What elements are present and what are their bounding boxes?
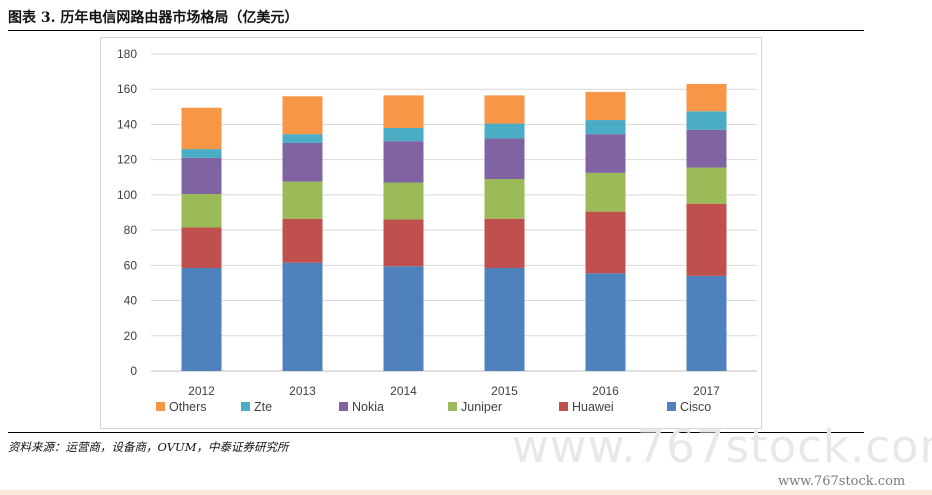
bar-segment-juniper-2014	[383, 182, 424, 220]
bar-segment-zte-2014	[383, 127, 424, 142]
stacked-bar-chart: 0 20 40 60 80 100 120 140 160 180 2012 2013 2014 2015…	[117, 47, 757, 414]
bar-segment-nokia-2012	[181, 157, 222, 195]
bar-segment-juniper-2016	[585, 172, 626, 212]
bar-segment-huawei-2014	[383, 219, 424, 267]
y-tick-label: 180	[117, 47, 137, 61]
y-tick-label: 40	[124, 294, 138, 308]
bar-segment-nokia-2013	[282, 142, 323, 182]
bar-segment-cisco-2013	[282, 262, 323, 371]
chart-frame: 0 20 40 60 80 100 120 140 160 180 2012 2013 2014 2015…	[100, 37, 762, 429]
x-tick-label: 2014	[390, 384, 417, 398]
legend-label-zte: Zte	[254, 400, 272, 414]
top-rule	[8, 30, 864, 31]
legend-label-huawei: Huawei	[572, 400, 614, 414]
legend-swatch-nokia	[339, 402, 348, 411]
x-tick-label: 2015	[491, 384, 518, 398]
watermark-small: www.767stock.com	[778, 474, 906, 489]
y-tick-label: 0	[130, 364, 137, 378]
bar-segment-zte-2017	[686, 111, 727, 130]
y-tick-label: 100	[117, 188, 137, 202]
y-tick-label: 120	[117, 153, 137, 167]
y-tick-label: 20	[124, 329, 138, 343]
watermark-large: www.767stock.com	[512, 420, 932, 473]
y-tick-label: 140	[117, 117, 137, 131]
legend-label-juniper: Juniper	[461, 400, 502, 414]
x-tick-label: 2017	[693, 384, 720, 398]
bottom-band	[0, 490, 932, 495]
bar-segment-huawei-2017	[686, 203, 727, 276]
bar-segment-huawei-2015	[484, 218, 525, 268]
bar-segment-zte-2016	[585, 120, 626, 135]
bar-segment-huawei-2016	[585, 211, 626, 274]
bar-segment-others-2014	[383, 95, 424, 128]
bar-segment-juniper-2017	[686, 167, 727, 204]
bar-segment-juniper-2013	[282, 181, 323, 219]
legend-swatch-others	[156, 402, 165, 411]
bottom-rule	[8, 432, 864, 433]
legend-swatch-huawei	[559, 402, 568, 411]
source-note: 资料来源：运营商，设备商，OVUM，中泰证券研究所	[8, 440, 289, 454]
bar-segment-cisco-2012	[181, 267, 222, 371]
bar-segment-cisco-2017	[686, 275, 727, 371]
bar-segment-others-2016	[585, 91, 626, 121]
bar-segment-others-2015	[484, 95, 525, 124]
bar-segment-cisco-2014	[383, 266, 424, 371]
bar-segment-juniper-2012	[181, 194, 222, 228]
bar-segment-zte-2013	[282, 134, 323, 143]
bar-segment-huawei-2013	[282, 218, 323, 263]
legend-label-nokia: Nokia	[352, 400, 384, 414]
legend-swatch-cisco	[667, 402, 676, 411]
bar-segment-cisco-2015	[484, 267, 525, 371]
x-tick-label: 2016	[592, 384, 619, 398]
bar-segment-huawei-2012	[181, 227, 222, 268]
y-tick-label: 160	[117, 82, 137, 96]
bar-segment-others-2013	[282, 96, 323, 135]
legend-swatch-zte	[241, 402, 250, 411]
bar-segment-cisco-2016	[585, 273, 626, 371]
bar-segment-others-2012	[181, 107, 222, 150]
legend-label-others: Others	[169, 400, 207, 414]
bar-segment-zte-2015	[484, 123, 525, 139]
bar-segment-nokia-2017	[686, 129, 727, 168]
figure-title: 图表 3. 历年电信网路由器市场格局（亿美元）	[8, 10, 299, 26]
y-tick-label: 80	[124, 223, 138, 237]
bar-segment-zte-2012	[181, 149, 222, 158]
bar-segment-nokia-2015	[484, 138, 525, 180]
x-tick-label: 2013	[289, 384, 316, 398]
x-tick-label: 2012	[188, 384, 215, 398]
bar-segment-juniper-2015	[484, 179, 525, 219]
legend-label-cisco: Cisco	[680, 400, 711, 414]
bar-segment-nokia-2014	[383, 141, 424, 183]
bar-segment-others-2017	[686, 83, 727, 112]
legend-swatch-juniper	[448, 402, 457, 411]
bar-segment-nokia-2016	[585, 134, 626, 173]
y-tick-label: 60	[124, 258, 138, 272]
